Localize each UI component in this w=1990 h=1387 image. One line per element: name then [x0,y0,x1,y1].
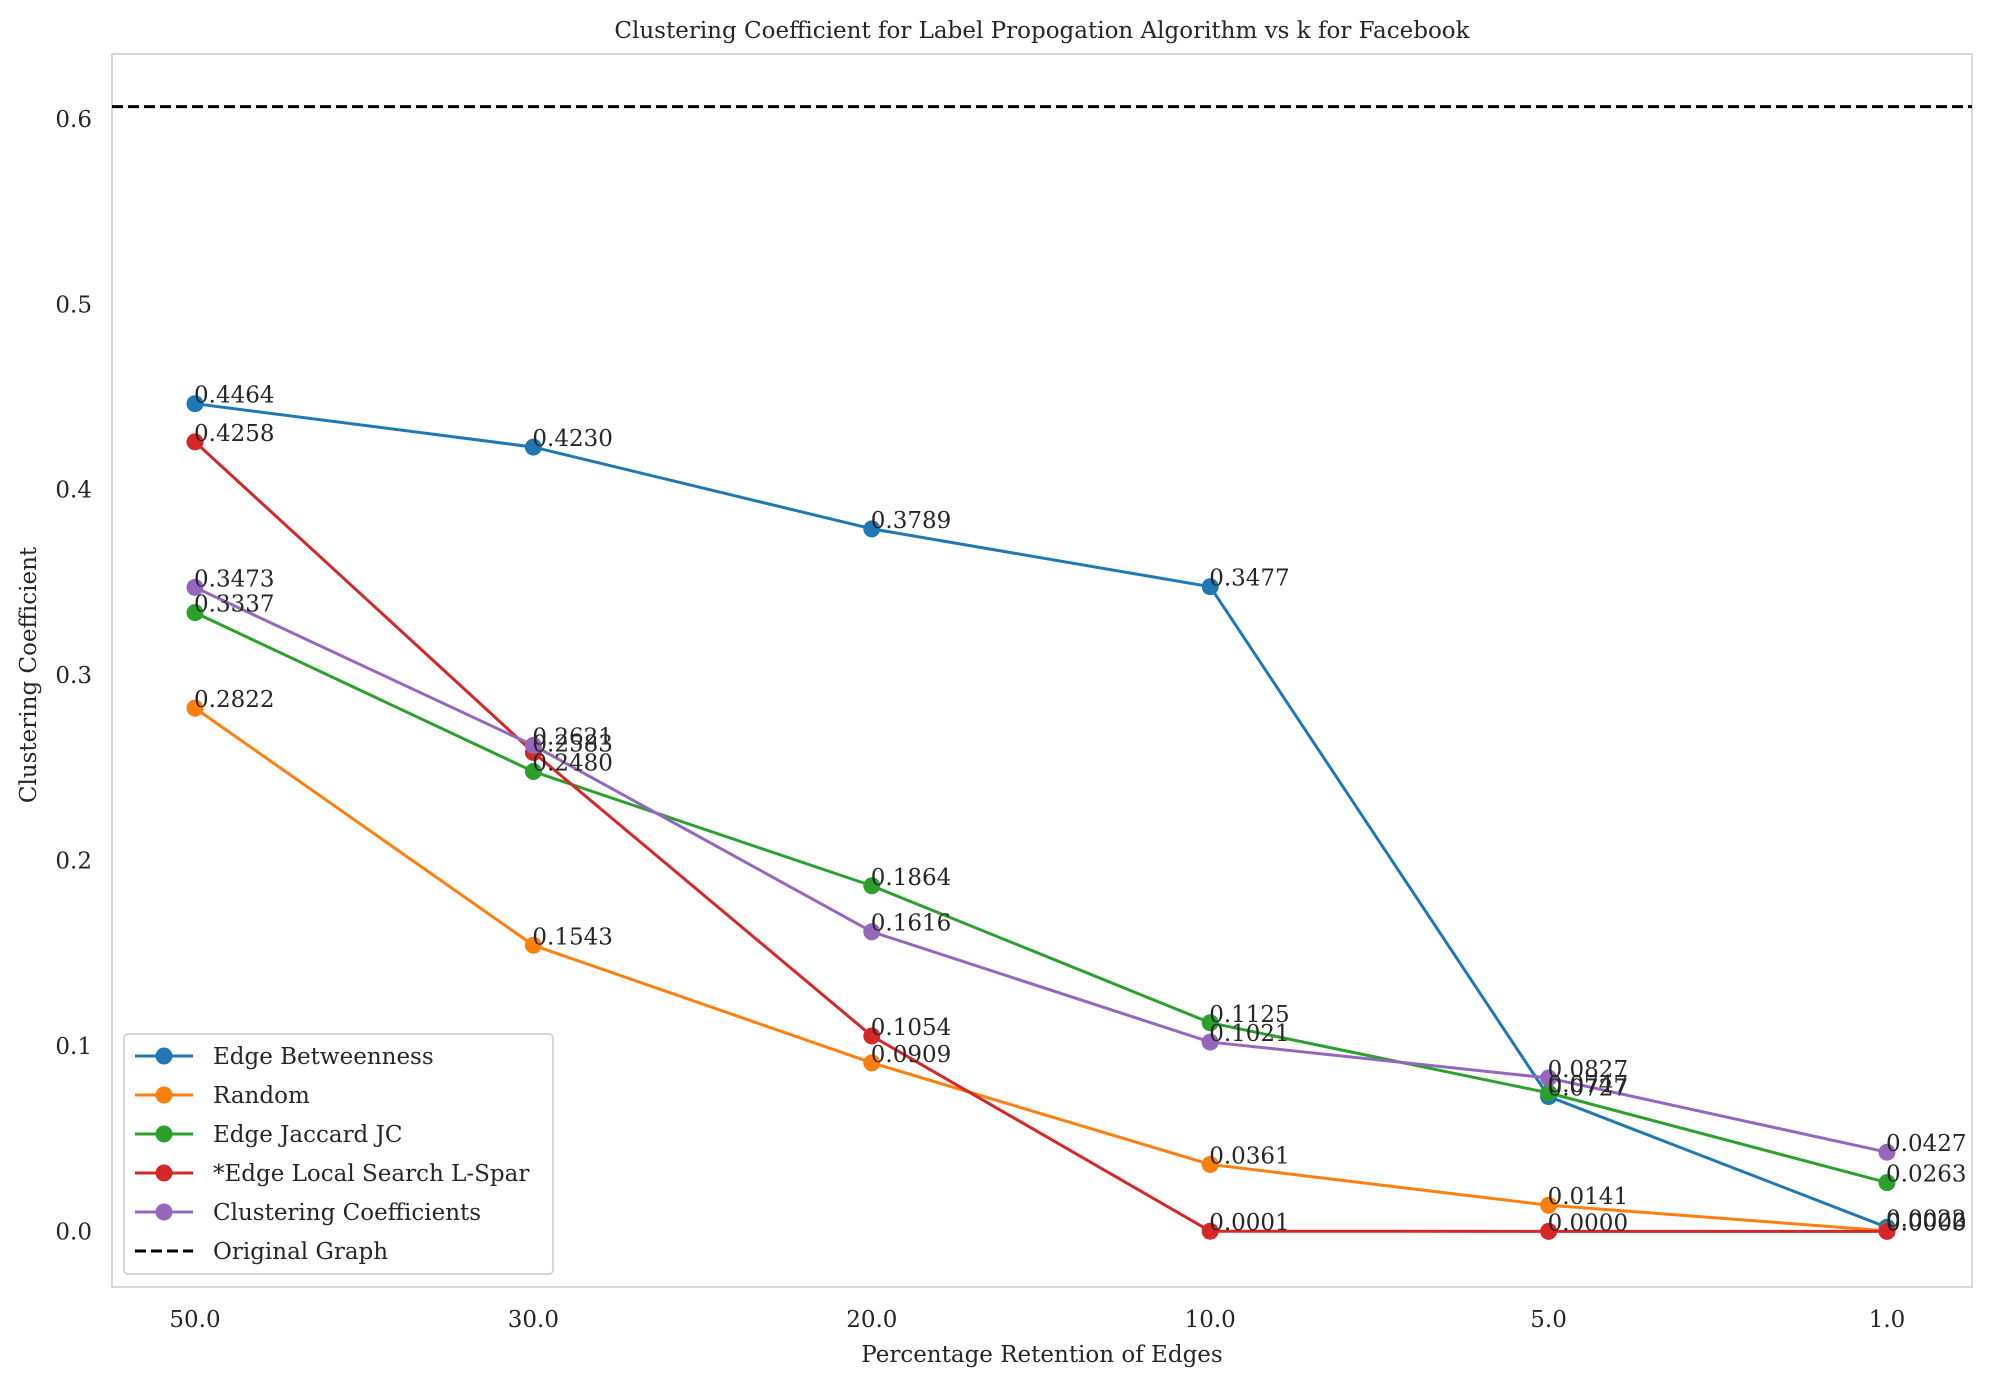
data-point [863,923,881,941]
data-label: 0.2480 [532,751,612,777]
chart-title: Clustering Coefficient for Label Propoga… [614,18,1470,44]
y-tick-label: 0.3 [55,663,92,689]
x-tick-label: 1.0 [1869,1307,1906,1333]
y-tick-label: 0.4 [55,478,92,504]
series-line [193,440,1887,1233]
legend-label: *Edge Local Search L-Spar [213,1161,529,1187]
x-tick-label: 30.0 [508,1307,559,1333]
x-tick-labels: 50.0 30.0 20.0 10.0 5.0 1.0 [169,1307,1905,1333]
data-point [1201,1033,1219,1051]
legend-swatch-marker [155,1125,173,1143]
data-point [524,438,542,456]
x-tick-label: 5.0 [1530,1307,1567,1333]
data-label: 0.0000 [1548,1210,1628,1236]
data-point [186,433,204,451]
y-axis-label: Clustering Coefficient [16,546,42,803]
data-label: 0.0141 [1548,1184,1628,1210]
data-point [524,736,542,754]
series-line [194,706,1888,1233]
data-label: 0.4230 [532,426,612,452]
data-point [1540,1222,1558,1240]
data-label: 0.3789 [871,508,951,534]
data-point [1878,1143,1896,1161]
data-point [863,1054,881,1072]
data-point [524,763,542,781]
x-tick-label: 50.0 [169,1307,220,1333]
y-tick-label: 0.6 [55,107,92,133]
data-point [1201,1014,1219,1032]
legend-label: Edge Jaccard JC [213,1122,402,1148]
y-tick-label: 0.0 [55,1219,92,1245]
data-label: 0.1543 [532,924,612,950]
legend-swatch-marker [155,1164,173,1182]
data-point [1540,1196,1558,1214]
plot-frame [111,53,1973,1288]
data-label: 0.0361 [1209,1143,1289,1169]
data-point [1201,578,1219,596]
data-label: 0.2621 [532,724,612,750]
data-label: 0.4258 [194,421,274,447]
data-point [863,520,881,538]
data-label: 0.0727 [1548,1076,1628,1102]
data-label: 0.1125 [1209,1002,1289,1028]
data-labels: 0.4464 0.4230 0.3789 0.3477 0.0727 0.0022 0.28… [194,383,1966,1237]
data-point [863,877,881,895]
data-label: 0.2583 [532,731,612,757]
data-label: 0.1054 [871,1015,951,1041]
data-point [186,699,204,717]
data-label: 0.1021 [1209,1021,1289,1047]
legend-box [123,1033,554,1275]
data-label: 0.0263 [1886,1162,1966,1188]
data-label: 0.4464 [194,383,274,409]
data-label: 0.3477 [1209,566,1289,592]
y-tick-label: 0.5 [55,292,92,318]
data-point [1201,1155,1219,1173]
legend-swatch-marker [155,1086,173,1104]
y-tick-label: 0.1 [55,1034,92,1060]
x-axis-label: Percentage Retention of Edges [861,1342,1222,1368]
data-point [1878,1174,1896,1192]
data-label: 0.0003 [1886,1210,1966,1236]
data-point [186,578,204,596]
legend-label: Clustering Coefficients [213,1200,481,1226]
data-point [1540,1069,1558,1087]
data-label: 0.0022 [1886,1206,1966,1232]
data-label: 0.0909 [871,1042,951,1068]
data-point [1878,1222,1896,1240]
data-point [863,1027,881,1045]
x-tick-label: 10.0 [1185,1307,1236,1333]
data-point [186,604,204,622]
data-point [186,395,204,413]
data-label: 0.0427 [1886,1131,1966,1157]
data-label: 0.2822 [194,687,274,713]
y-tick-labels: 0.0 0.1 0.2 0.3 0.4 0.5 0.6 [55,107,92,1245]
data-label: 0.3473 [194,566,274,592]
x-tick-label: 20.0 [846,1307,897,1333]
data-label: 0.3337 [194,592,274,618]
series-line [194,402,1888,1229]
series-layer [186,395,1896,1240]
data-label: 0.1864 [871,865,951,891]
series-line [194,611,1888,1185]
data-label: 0.0000 [1886,1210,1966,1236]
legend-swatch-marker [155,1203,173,1221]
data-point [1540,1084,1558,1102]
legend-label: Original Graph [213,1239,388,1265]
data-point [1201,1222,1219,1240]
legend-label: Random [213,1083,310,1109]
legend-label: Edge Betweenness [213,1044,434,1070]
data-label: 0.0747 [1548,1072,1628,1098]
legend-swatch-marker [155,1047,173,1065]
legend: Edge Betweenness Random Edge Jaccard JC *Ed… [123,1033,554,1275]
data-label: 0.0827 [1548,1057,1628,1083]
data-label: 0.1616 [871,911,951,937]
data-label: 0.0001 [1209,1210,1289,1236]
series-line [194,586,1888,1154]
y-tick-label: 0.2 [55,849,92,875]
data-point [524,936,542,954]
